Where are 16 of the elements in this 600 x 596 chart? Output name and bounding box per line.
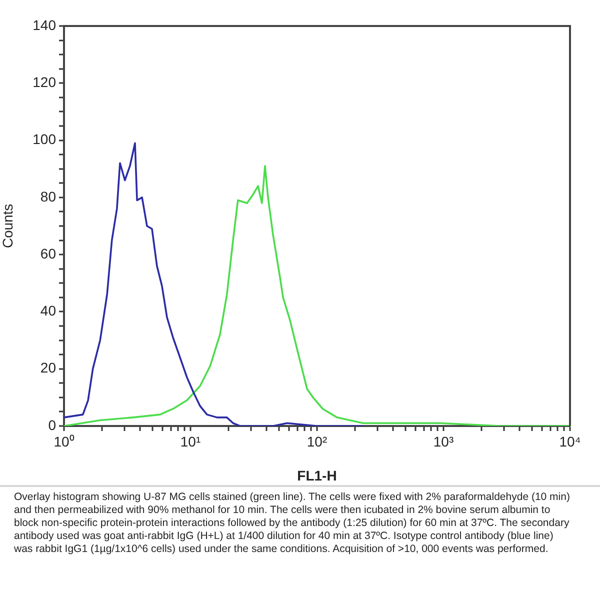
- y-tick-label: 40: [40, 302, 56, 319]
- y-tick-label: 100: [32, 131, 56, 148]
- x-tick-label: 10²: [306, 433, 328, 450]
- y-tick-label: 140: [32, 16, 56, 33]
- y-tick-label: 80: [40, 188, 56, 204]
- y-axis-title: Counts: [0, 204, 16, 248]
- x-axis-title: FL1-H: [297, 467, 337, 484]
- y-tick-label: 120: [32, 74, 56, 90]
- x-tick-label: 10³: [433, 433, 454, 450]
- y-tick-label: 0: [48, 416, 56, 433]
- text: Overlay histogram showing U-87 MG cells stained (green line). The cells were fixed with 2% paraformaldehyde (10 min) and then permeabilized with 90% methanol for 10 min. The cells were then icubated in 2% bovine serum albumin to block non-specific protein-protein interactions followed by the antibody (1:25 dilution) for 60 min at 37ºC. The secondary antibody used was goat anti-rabbit IgG (H+L) at 1/400 dilution for 40 min at 37ºC. Isotype control antibody (blue line) was rabbit IgG1 (1µg/1x10^6 cells) used under the same conditions. Acquisition of >10, 000 events was performed.: [14, 491, 570, 556]
- x-tick-label: 10⁴: [559, 433, 581, 450]
- x-tick-label: 10¹: [180, 433, 201, 450]
- x-tick-label: 10⁰: [54, 433, 74, 450]
- y-tick-label: 20: [40, 360, 56, 376]
- y-tick-label: 60: [40, 245, 56, 262]
